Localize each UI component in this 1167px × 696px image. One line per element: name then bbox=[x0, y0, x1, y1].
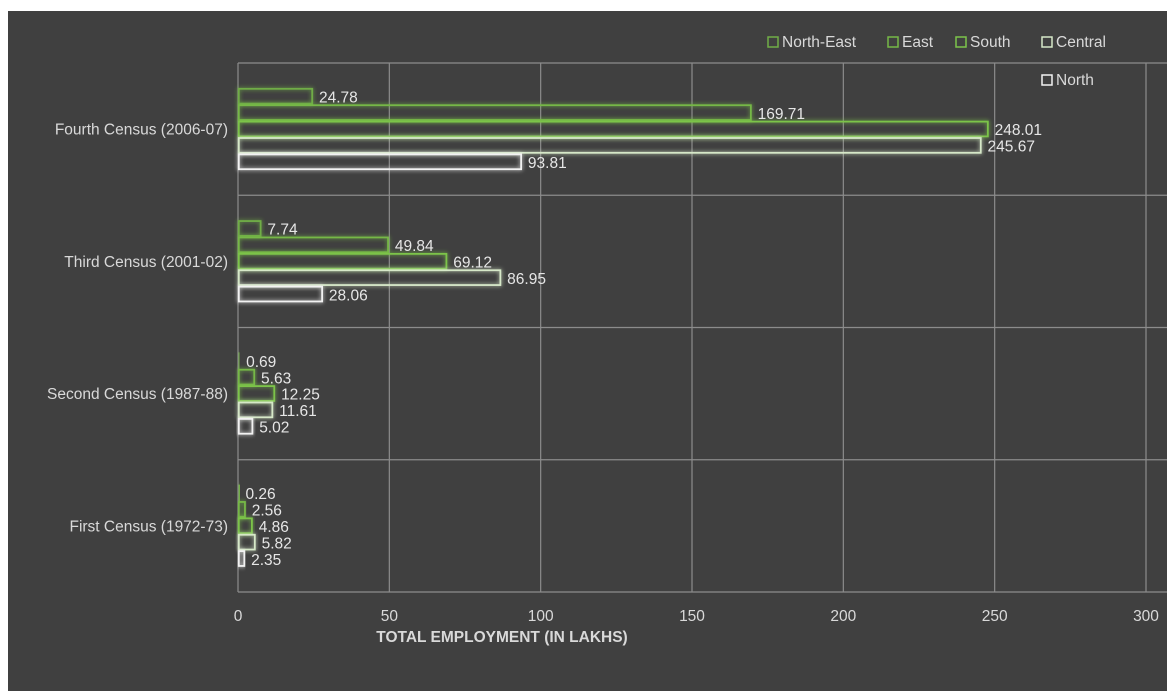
x-tick-label: 300 bbox=[1133, 608, 1159, 625]
data-label: 86.95 bbox=[507, 271, 546, 288]
bar bbox=[239, 486, 240, 501]
data-label: 11.61 bbox=[279, 403, 317, 420]
legend-label: East bbox=[902, 34, 934, 51]
x-tick-label: 50 bbox=[381, 608, 399, 625]
data-label: 5.82 bbox=[262, 535, 292, 552]
data-label: 69.12 bbox=[453, 254, 492, 271]
data-label: 4.86 bbox=[259, 519, 289, 536]
legend-label: North bbox=[1056, 72, 1094, 89]
legend-label: North-East bbox=[782, 34, 857, 51]
data-label: 0.26 bbox=[246, 486, 276, 503]
chart-background bbox=[8, 11, 1167, 691]
data-label: 248.01 bbox=[995, 122, 1042, 139]
employment-bar-chart: Fourth Census (2006-07) Third Census (200… bbox=[8, 11, 1167, 691]
data-label: 12.25 bbox=[281, 387, 320, 404]
data-label: 49.84 bbox=[395, 238, 434, 255]
data-label: 0.69 bbox=[246, 354, 276, 371]
data-label: 2.56 bbox=[252, 503, 282, 520]
legend-item: North-East bbox=[768, 34, 857, 51]
x-tick-label: 200 bbox=[830, 608, 856, 625]
category-label: Second Census (1987-88) bbox=[47, 386, 228, 403]
data-label: 5.63 bbox=[261, 370, 291, 387]
legend-label: South bbox=[970, 34, 1011, 51]
data-label: 93.81 bbox=[528, 155, 567, 172]
data-label: 24.78 bbox=[319, 89, 358, 106]
chart-container: Fourth Census (2006-07) Third Census (200… bbox=[8, 11, 1167, 691]
data-label: 28.06 bbox=[329, 287, 368, 304]
x-axis-title: TOTAL EMPLOYMENT (IN LAKHS) bbox=[376, 629, 627, 646]
category-label: First Census (1972-73) bbox=[69, 518, 228, 535]
x-tick-label: 0 bbox=[234, 608, 243, 625]
data-label: 245.67 bbox=[988, 139, 1035, 156]
data-label: 169.71 bbox=[758, 106, 805, 123]
category-label: Third Census (2001-02) bbox=[64, 254, 228, 271]
x-tick-label: 100 bbox=[528, 608, 554, 625]
data-label: 5.02 bbox=[259, 420, 289, 437]
category-label: Fourth Census (2006-07) bbox=[55, 122, 228, 139]
legend-label: Central bbox=[1056, 34, 1106, 51]
data-label: 2.35 bbox=[251, 552, 281, 569]
x-tick-label: 150 bbox=[679, 608, 705, 625]
data-label: 7.74 bbox=[267, 222, 298, 239]
x-tick-label: 250 bbox=[982, 608, 1008, 625]
